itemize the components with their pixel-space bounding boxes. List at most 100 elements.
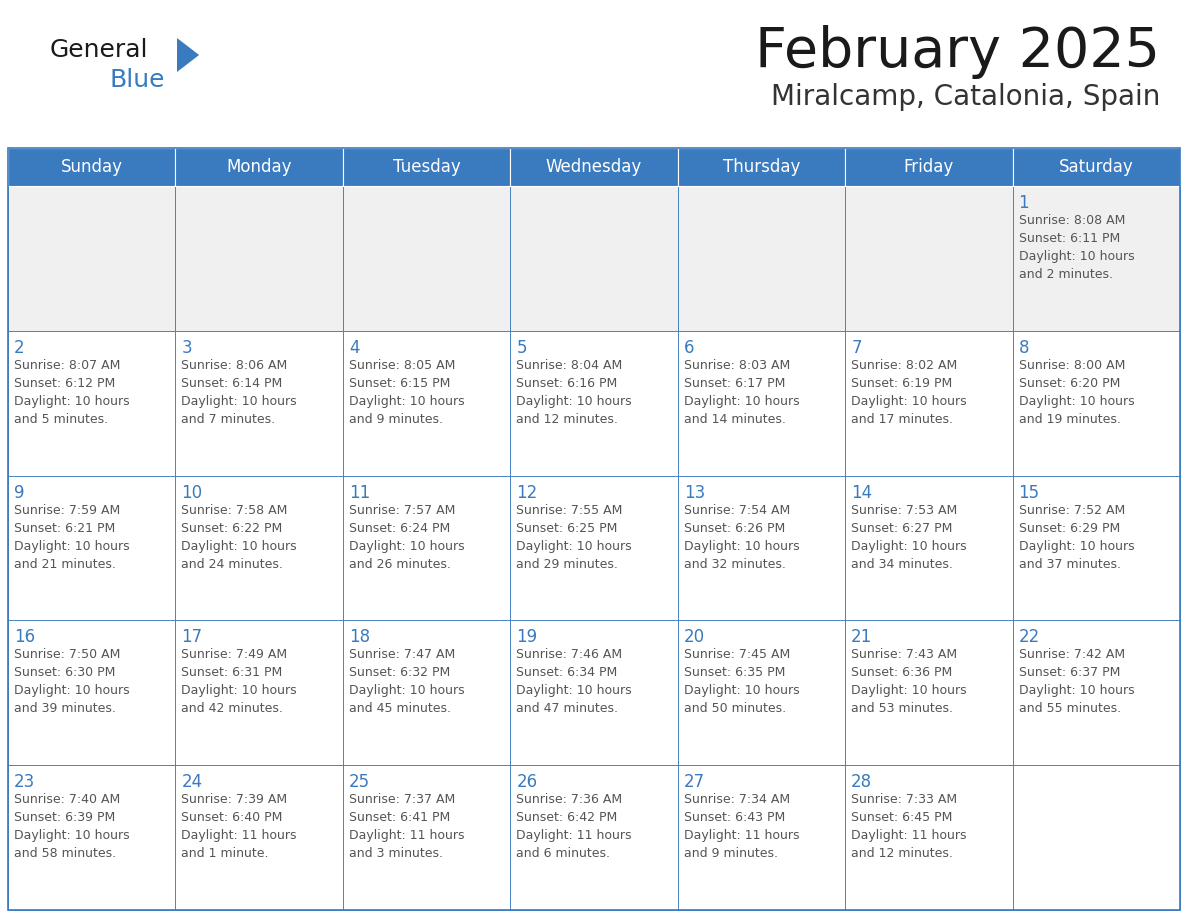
Text: Sunrise: 7:36 AM
Sunset: 6:42 PM
Daylight: 11 hours
and 6 minutes.: Sunrise: 7:36 AM Sunset: 6:42 PM Dayligh… bbox=[517, 793, 632, 860]
Text: Sunrise: 7:46 AM
Sunset: 6:34 PM
Daylight: 10 hours
and 47 minutes.: Sunrise: 7:46 AM Sunset: 6:34 PM Dayligh… bbox=[517, 648, 632, 715]
Text: General: General bbox=[50, 38, 148, 62]
Polygon shape bbox=[177, 38, 200, 72]
Text: Sunrise: 7:39 AM
Sunset: 6:40 PM
Daylight: 11 hours
and 1 minute.: Sunrise: 7:39 AM Sunset: 6:40 PM Dayligh… bbox=[182, 793, 297, 860]
Text: Sunrise: 7:42 AM
Sunset: 6:37 PM
Daylight: 10 hours
and 55 minutes.: Sunrise: 7:42 AM Sunset: 6:37 PM Dayligh… bbox=[1018, 648, 1135, 715]
Bar bbox=[176, 621, 343, 766]
Text: Sunrise: 7:37 AM
Sunset: 6:41 PM
Daylight: 11 hours
and 3 minutes.: Sunrise: 7:37 AM Sunset: 6:41 PM Dayligh… bbox=[349, 793, 465, 860]
Text: Sunrise: 8:03 AM
Sunset: 6:17 PM
Daylight: 10 hours
and 14 minutes.: Sunrise: 8:03 AM Sunset: 6:17 PM Dayligh… bbox=[684, 359, 800, 426]
Text: Friday: Friday bbox=[904, 158, 954, 176]
Text: 11: 11 bbox=[349, 484, 371, 501]
Text: 6: 6 bbox=[684, 339, 694, 357]
Text: Miralcamp, Catalonia, Spain: Miralcamp, Catalonia, Spain bbox=[771, 83, 1159, 111]
Bar bbox=[677, 476, 845, 621]
Text: 19: 19 bbox=[517, 629, 537, 646]
Bar bbox=[845, 766, 1012, 910]
Text: 27: 27 bbox=[684, 773, 704, 791]
Text: 12: 12 bbox=[517, 484, 537, 501]
Text: 3: 3 bbox=[182, 339, 192, 357]
Bar bbox=[845, 621, 1012, 766]
Text: Sunrise: 7:58 AM
Sunset: 6:22 PM
Daylight: 10 hours
and 24 minutes.: Sunrise: 7:58 AM Sunset: 6:22 PM Dayligh… bbox=[182, 504, 297, 571]
Bar bbox=[343, 621, 511, 766]
Text: Sunrise: 7:53 AM
Sunset: 6:27 PM
Daylight: 10 hours
and 34 minutes.: Sunrise: 7:53 AM Sunset: 6:27 PM Dayligh… bbox=[851, 504, 967, 571]
Bar bbox=[845, 186, 1012, 330]
Bar bbox=[176, 330, 343, 476]
Text: Sunrise: 7:49 AM
Sunset: 6:31 PM
Daylight: 10 hours
and 42 minutes.: Sunrise: 7:49 AM Sunset: 6:31 PM Dayligh… bbox=[182, 648, 297, 715]
Bar bbox=[1012, 148, 1180, 186]
Text: 1: 1 bbox=[1018, 194, 1029, 212]
Text: Tuesday: Tuesday bbox=[393, 158, 461, 176]
Text: Sunrise: 7:34 AM
Sunset: 6:43 PM
Daylight: 11 hours
and 9 minutes.: Sunrise: 7:34 AM Sunset: 6:43 PM Dayligh… bbox=[684, 793, 800, 860]
Bar bbox=[1012, 621, 1180, 766]
Bar bbox=[677, 766, 845, 910]
Bar bbox=[8, 148, 176, 186]
Text: Monday: Monday bbox=[227, 158, 292, 176]
Bar bbox=[511, 186, 677, 330]
Text: Wednesday: Wednesday bbox=[545, 158, 643, 176]
Text: 2: 2 bbox=[14, 339, 25, 357]
Text: 28: 28 bbox=[851, 773, 872, 791]
Bar bbox=[511, 621, 677, 766]
Bar bbox=[511, 476, 677, 621]
Bar bbox=[1012, 186, 1180, 330]
Bar bbox=[511, 330, 677, 476]
Text: Sunrise: 7:33 AM
Sunset: 6:45 PM
Daylight: 11 hours
and 12 minutes.: Sunrise: 7:33 AM Sunset: 6:45 PM Dayligh… bbox=[851, 793, 967, 860]
Text: Sunrise: 7:57 AM
Sunset: 6:24 PM
Daylight: 10 hours
and 26 minutes.: Sunrise: 7:57 AM Sunset: 6:24 PM Dayligh… bbox=[349, 504, 465, 571]
Text: Sunrise: 8:07 AM
Sunset: 6:12 PM
Daylight: 10 hours
and 5 minutes.: Sunrise: 8:07 AM Sunset: 6:12 PM Dayligh… bbox=[14, 359, 129, 426]
Text: Sunrise: 8:02 AM
Sunset: 6:19 PM
Daylight: 10 hours
and 17 minutes.: Sunrise: 8:02 AM Sunset: 6:19 PM Dayligh… bbox=[851, 359, 967, 426]
Bar bbox=[8, 621, 176, 766]
Text: Sunrise: 7:55 AM
Sunset: 6:25 PM
Daylight: 10 hours
and 29 minutes.: Sunrise: 7:55 AM Sunset: 6:25 PM Dayligh… bbox=[517, 504, 632, 571]
Text: Sunrise: 7:59 AM
Sunset: 6:21 PM
Daylight: 10 hours
and 21 minutes.: Sunrise: 7:59 AM Sunset: 6:21 PM Dayligh… bbox=[14, 504, 129, 571]
Bar bbox=[1012, 766, 1180, 910]
Bar bbox=[1012, 476, 1180, 621]
Text: 4: 4 bbox=[349, 339, 359, 357]
Text: Sunrise: 7:52 AM
Sunset: 6:29 PM
Daylight: 10 hours
and 37 minutes.: Sunrise: 7:52 AM Sunset: 6:29 PM Dayligh… bbox=[1018, 504, 1135, 571]
Bar bbox=[677, 186, 845, 330]
Text: Sunrise: 8:05 AM
Sunset: 6:15 PM
Daylight: 10 hours
and 9 minutes.: Sunrise: 8:05 AM Sunset: 6:15 PM Dayligh… bbox=[349, 359, 465, 426]
Text: Sunrise: 8:08 AM
Sunset: 6:11 PM
Daylight: 10 hours
and 2 minutes.: Sunrise: 8:08 AM Sunset: 6:11 PM Dayligh… bbox=[1018, 214, 1135, 281]
Text: 24: 24 bbox=[182, 773, 202, 791]
Text: Sunrise: 8:04 AM
Sunset: 6:16 PM
Daylight: 10 hours
and 12 minutes.: Sunrise: 8:04 AM Sunset: 6:16 PM Dayligh… bbox=[517, 359, 632, 426]
Text: 22: 22 bbox=[1018, 629, 1040, 646]
Bar bbox=[8, 476, 176, 621]
Text: Sunrise: 7:47 AM
Sunset: 6:32 PM
Daylight: 10 hours
and 45 minutes.: Sunrise: 7:47 AM Sunset: 6:32 PM Dayligh… bbox=[349, 648, 465, 715]
Text: Sunrise: 7:40 AM
Sunset: 6:39 PM
Daylight: 10 hours
and 58 minutes.: Sunrise: 7:40 AM Sunset: 6:39 PM Dayligh… bbox=[14, 793, 129, 860]
Text: 5: 5 bbox=[517, 339, 526, 357]
Bar bbox=[845, 476, 1012, 621]
Text: Sunrise: 7:45 AM
Sunset: 6:35 PM
Daylight: 10 hours
and 50 minutes.: Sunrise: 7:45 AM Sunset: 6:35 PM Dayligh… bbox=[684, 648, 800, 715]
Bar bbox=[343, 186, 511, 330]
Bar bbox=[677, 621, 845, 766]
Text: 20: 20 bbox=[684, 629, 704, 646]
Text: Sunrise: 8:00 AM
Sunset: 6:20 PM
Daylight: 10 hours
and 19 minutes.: Sunrise: 8:00 AM Sunset: 6:20 PM Dayligh… bbox=[1018, 359, 1135, 426]
Text: February 2025: February 2025 bbox=[756, 25, 1159, 79]
Bar bbox=[511, 766, 677, 910]
Text: Saturday: Saturday bbox=[1059, 158, 1133, 176]
Bar bbox=[845, 148, 1012, 186]
Text: Sunday: Sunday bbox=[61, 158, 122, 176]
Bar bbox=[8, 330, 176, 476]
Text: 25: 25 bbox=[349, 773, 369, 791]
Text: 14: 14 bbox=[851, 484, 872, 501]
Text: 18: 18 bbox=[349, 629, 369, 646]
Bar bbox=[677, 330, 845, 476]
Text: 8: 8 bbox=[1018, 339, 1029, 357]
Text: 7: 7 bbox=[851, 339, 861, 357]
Text: 15: 15 bbox=[1018, 484, 1040, 501]
Bar bbox=[176, 148, 343, 186]
Text: 9: 9 bbox=[14, 484, 25, 501]
Bar bbox=[8, 766, 176, 910]
Text: 26: 26 bbox=[517, 773, 537, 791]
Text: 17: 17 bbox=[182, 629, 202, 646]
Text: Sunrise: 7:43 AM
Sunset: 6:36 PM
Daylight: 10 hours
and 53 minutes.: Sunrise: 7:43 AM Sunset: 6:36 PM Dayligh… bbox=[851, 648, 967, 715]
Bar bbox=[343, 148, 511, 186]
Text: 23: 23 bbox=[14, 773, 36, 791]
Text: 10: 10 bbox=[182, 484, 202, 501]
Bar bbox=[343, 476, 511, 621]
Text: 16: 16 bbox=[14, 629, 36, 646]
Text: Thursday: Thursday bbox=[722, 158, 800, 176]
Bar bbox=[677, 148, 845, 186]
Bar bbox=[845, 330, 1012, 476]
Bar bbox=[511, 148, 677, 186]
Text: 13: 13 bbox=[684, 484, 704, 501]
Bar bbox=[176, 766, 343, 910]
Bar bbox=[176, 476, 343, 621]
